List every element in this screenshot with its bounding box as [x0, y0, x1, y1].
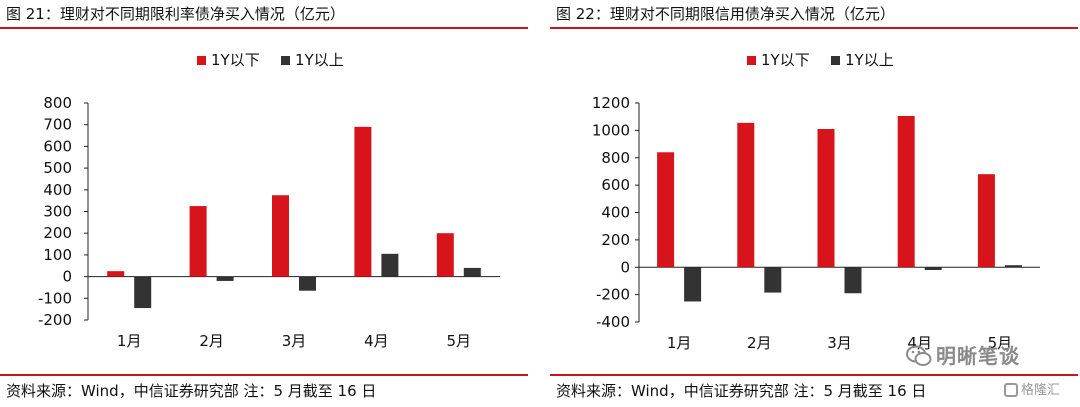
bar-1y-1 [657, 152, 675, 268]
chart-panel-rate-bonds: 图 21：理财对不同期限利率债净买入情况（亿元） 1Y以下 1Y以上 -200 -10… [0, 0, 530, 407]
x-tick-label: 5月 [447, 332, 472, 350]
bar-1y-5 [977, 174, 995, 268]
y-tick-label: 700 [43, 116, 72, 134]
bar-1y-4 [381, 253, 399, 277]
source-rule [550, 374, 1078, 376]
y-tick-label: 600 [601, 176, 630, 194]
chart-title: 图 22：理财对不同期限信用债净买入情况（亿元） [556, 5, 895, 23]
y-tick-label: 100 [43, 246, 72, 264]
corner-logo: 格隆汇 [1004, 381, 1060, 401]
bar-1y-4 [354, 126, 372, 277]
title-rule [550, 27, 1078, 29]
legend-swatch-1y [197, 56, 206, 65]
x-tick-label: 1月 [667, 334, 692, 352]
y-tick-label: 200 [43, 224, 72, 242]
bar-1y-2 [216, 276, 234, 281]
y-tick-label: -200 [596, 286, 630, 304]
bar-1y-4 [924, 267, 942, 270]
bar-1y-5 [1004, 265, 1022, 268]
x-tick-label: 2月 [199, 332, 224, 350]
bar-1y-1 [684, 267, 702, 302]
bar-1y-2 [189, 206, 207, 277]
y-tick-label: 1200 [592, 94, 630, 112]
x-tick-label: 4月 [364, 332, 389, 350]
y-tick-label: -100 [38, 289, 72, 307]
chart-panel-credit-bonds: 图 22：理财对不同期限信用债净买入情况（亿元） 1Y以下 1Y以上 -400 -20… [550, 0, 1080, 407]
source-note: 资料来源：Wind，中信证券研究部 注：5 月截至 16 日 [556, 382, 927, 400]
bar-chart-rate-bonds: 1Y以下 1Y以上 -200 -100 0 100 200 300 400 500 600 700 80… [38, 51, 500, 350]
bar-1y-1 [107, 271, 125, 277]
y-tick-label: 300 [43, 203, 72, 221]
y-tick-label: 1000 [592, 121, 630, 139]
wechat-icon [906, 345, 932, 366]
legend-label-1y: 1Y以下 [761, 51, 810, 69]
y-tick-label: 600 [43, 137, 72, 155]
legend-swatch-1y [747, 56, 756, 65]
legend-swatch-1y [831, 56, 840, 65]
bar-1y-2 [764, 267, 782, 293]
y-tick-label: 400 [43, 181, 72, 199]
bar-1y-3 [299, 276, 316, 291]
bar-1y-5 [436, 233, 454, 277]
y-tick-label: 800 [43, 94, 72, 112]
bar-1y-5 [463, 267, 481, 277]
legend-label-1y: 1Y以下 [211, 51, 260, 69]
y-tick-label: 400 [601, 204, 630, 222]
y-tick-label: 500 [43, 159, 72, 177]
chart-title: 图 21：理财对不同期限利率债净买入情况（亿元） [6, 5, 345, 23]
y-tick-label: -400 [596, 313, 630, 331]
logo-mark-icon [1004, 383, 1018, 397]
bar-chart-credit-bonds: 1Y以下 1Y以上 -400 -200 0 200 400 600 800 1000 1200 1月 2… [592, 51, 1040, 352]
y-tick-label: 0 [62, 268, 72, 286]
bar-1y-3 [817, 129, 835, 268]
y-tick-label: -200 [38, 311, 72, 329]
source-rule [0, 374, 528, 376]
y-tick-label: 200 [601, 231, 630, 249]
bar-1y-3 [272, 195, 289, 277]
bar-1y-4 [897, 116, 915, 268]
x-tick-label: 3月 [282, 332, 307, 350]
watermark: 明晰笔谈 [906, 342, 1076, 372]
x-tick-label: 2月 [747, 334, 772, 352]
watermark-text: 明晰笔谈 [936, 344, 1020, 368]
x-tick-label: 5月 [988, 334, 1013, 352]
bar-1y-3 [844, 267, 862, 294]
x-tick-label: 1月 [117, 332, 142, 350]
source-note: 资料来源：Wind，中信证券研究部 注：5 月截至 16 日 [6, 382, 377, 400]
legend-label-1y: 1Y以上 [295, 51, 344, 69]
y-tick-label: 800 [601, 149, 630, 167]
legend-swatch-1y [281, 56, 290, 65]
legend-label-1y: 1Y以上 [845, 51, 894, 69]
bar-1y-1 [134, 276, 152, 309]
corner-logo-text: 格隆汇 [1021, 383, 1061, 398]
y-tick-label: 0 [620, 258, 630, 276]
bar-1y-2 [737, 122, 755, 268]
x-tick-label: 3月 [827, 334, 852, 352]
title-rule [0, 27, 528, 29]
